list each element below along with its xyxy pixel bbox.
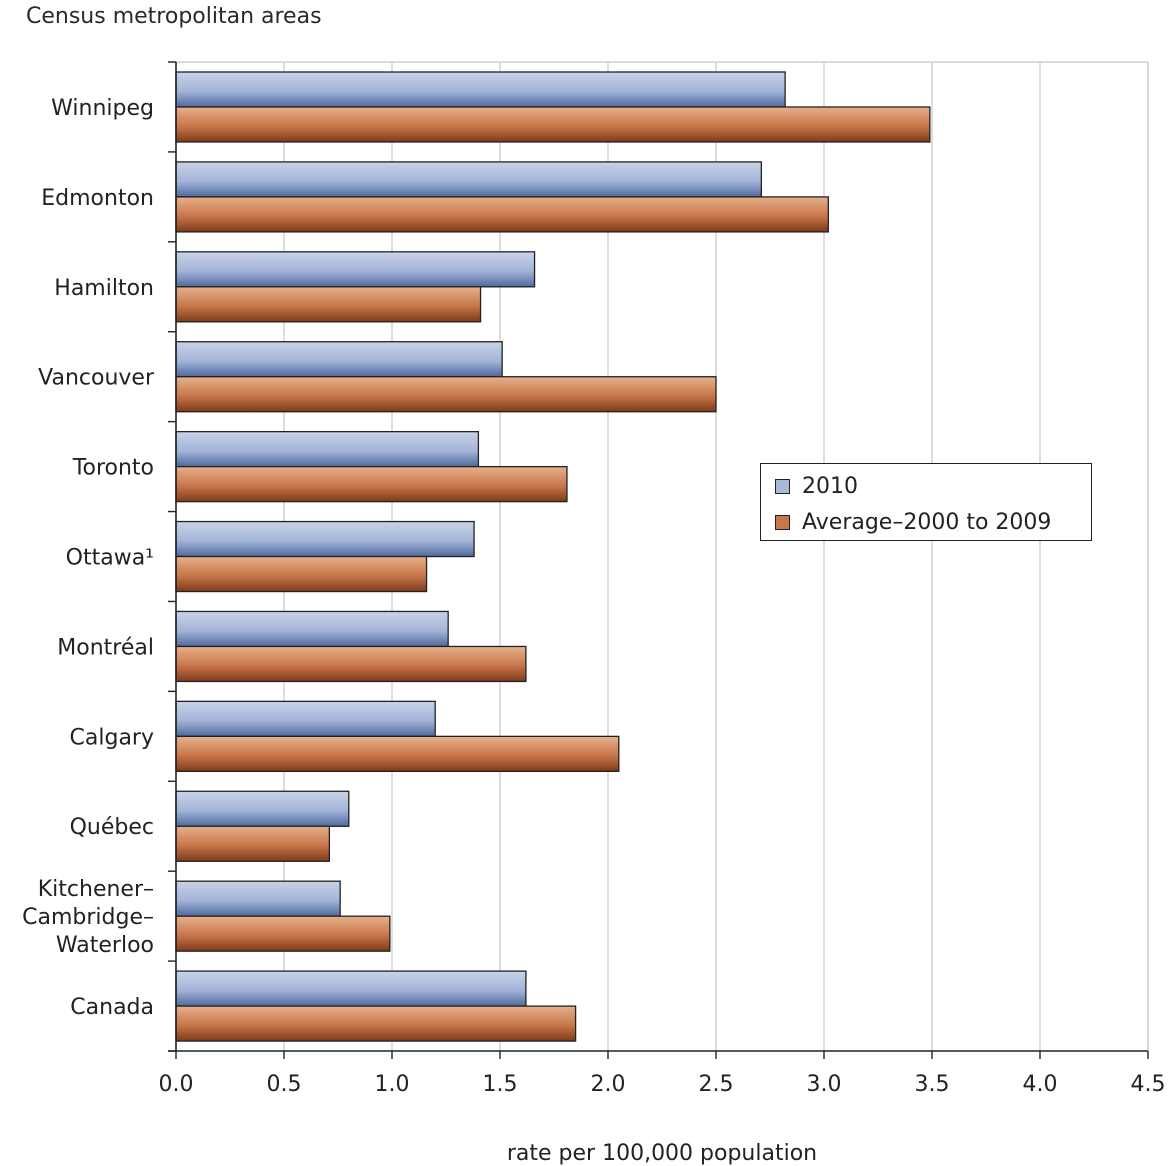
bar-2010-5: [175, 520, 475, 558]
category-label: Ottawa¹: [66, 546, 154, 571]
bar-average-9: [175, 915, 391, 952]
category-label: Toronto: [72, 456, 154, 481]
bar-2010-8: [175, 790, 350, 827]
x-tick-label: 1.0: [375, 1072, 410, 1097]
bar-average-5: [175, 555, 428, 593]
x-tick-label: 4.0: [1023, 1072, 1058, 1097]
legend-item-average: Average–2000 to 2009: [775, 507, 1051, 537]
category-label: Canada: [70, 995, 154, 1020]
bar-2010-4: [175, 430, 480, 468]
legend-label-average: Average–2000 to 2009: [802, 509, 1052, 535]
bar-average-7: [175, 735, 620, 773]
bar-2010-6: [175, 610, 449, 648]
legend-item-2010: 2010: [775, 471, 858, 501]
category-label: Vancouver: [38, 366, 155, 391]
bar-2010-2: [175, 251, 536, 288]
bar-average-10: [175, 1005, 577, 1042]
bar-average-2: [175, 286, 482, 323]
bar-2010-1: [175, 161, 763, 198]
y-axis-title: Census metropolitan areas: [26, 4, 322, 29]
x-tick-label: 2.0: [591, 1072, 626, 1097]
bar-2010-9: [175, 880, 341, 917]
bar-average-8: [175, 825, 331, 862]
category-label: Québec: [70, 815, 154, 840]
x-axis-label: rate per 100,000 population: [507, 1141, 817, 1166]
bar-2010-7: [175, 700, 436, 738]
x-tick-label: 0.0: [159, 1072, 194, 1097]
x-tick-label: 4.5: [1131, 1072, 1166, 1097]
legend: 2010 Average–2000 to 2009: [760, 463, 1092, 541]
legend-label-2010: 2010: [802, 473, 858, 499]
category-label: Montréal: [57, 635, 154, 660]
x-tick-label: 3.0: [807, 1072, 842, 1097]
category-label: Calgary: [70, 725, 154, 750]
bar-2010-10: [175, 970, 527, 1007]
x-tick-label: 3.5: [915, 1072, 950, 1097]
x-tick-label: 2.5: [699, 1072, 734, 1097]
bar-2010-0: [175, 71, 786, 108]
x-tick-label: 0.5: [267, 1072, 302, 1097]
category-label: Winnipeg: [51, 96, 154, 121]
bar-2010-3: [175, 341, 503, 378]
legend-swatch-average: [775, 514, 790, 530]
category-label: Hamilton: [54, 276, 154, 301]
category-label: Edmonton: [41, 186, 154, 211]
bar-average-0: [175, 106, 931, 143]
category-label: Kitchener– Cambridge– Waterloo: [22, 877, 154, 958]
bar-average-3: [175, 376, 717, 413]
legend-swatch-2010: [775, 478, 790, 494]
bar-average-1: [175, 196, 829, 233]
bar-average-4: [175, 465, 568, 503]
x-tick-label: 1.5: [483, 1072, 518, 1097]
bar-average-6: [175, 645, 527, 683]
